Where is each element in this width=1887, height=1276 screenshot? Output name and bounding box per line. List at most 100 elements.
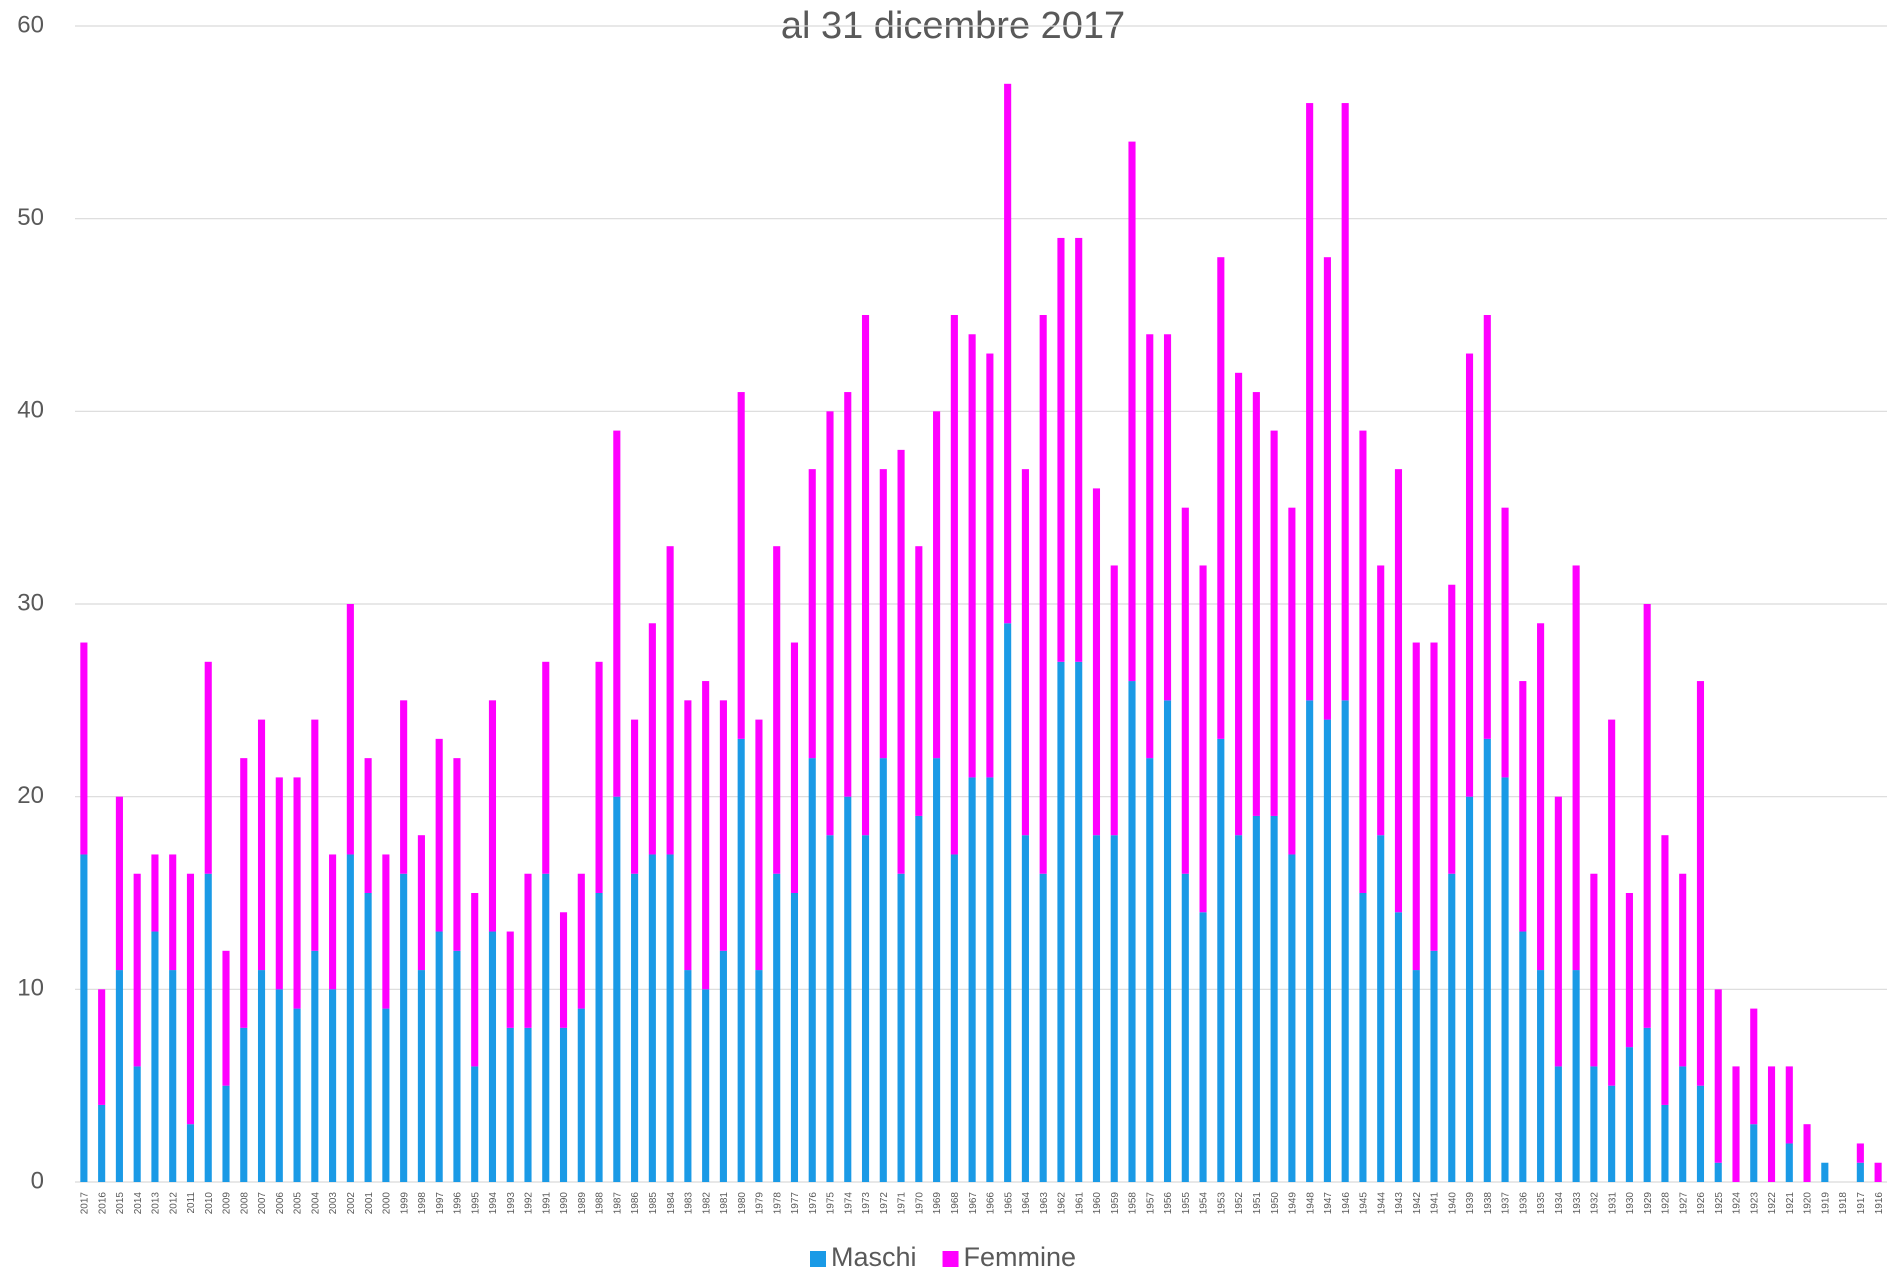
grid [75, 25, 1887, 1183]
bar-segment [542, 873, 550, 1182]
bar-segment [1661, 1104, 1669, 1182]
x-tick-label: 1933 [1572, 1192, 1583, 1215]
bar-segment [1608, 719, 1616, 1086]
bar-segment [1714, 1162, 1722, 1182]
x-tick-label: 1947 [1323, 1192, 1334, 1215]
bar-segment [1270, 815, 1278, 1182]
x-tick-label: 1982 [701, 1192, 712, 1215]
bar-segment [1377, 835, 1385, 1182]
x-tick-label: 1963 [1039, 1192, 1050, 1215]
bar-segment [915, 815, 923, 1182]
bar-segment [577, 1008, 585, 1182]
x-tick-label: 2003 [328, 1192, 339, 1215]
bar-segment [257, 719, 266, 971]
bar-segment [737, 392, 745, 739]
bar-segment [417, 970, 425, 1182]
bar-segment [506, 931, 514, 1028]
x-tick-label: 2002 [346, 1192, 357, 1215]
bar-segment [790, 642, 799, 893]
bar-segment [1217, 257, 1225, 739]
bar-segment [1554, 1066, 1562, 1182]
bar-segment [186, 873, 195, 1125]
bar-segment [613, 430, 621, 797]
bar-segment [1412, 642, 1420, 971]
x-tick-label: 1978 [772, 1192, 783, 1215]
bar-segment [1217, 738, 1225, 1182]
x-tick-label: 1968 [950, 1192, 961, 1215]
x-tick-label: 1952 [1234, 1192, 1245, 1215]
bar-segment [1021, 469, 1029, 836]
bar-segment [808, 469, 816, 759]
bar-segment [471, 893, 479, 1067]
x-tick-label: 2013 [151, 1192, 162, 1215]
bar-segment [98, 1104, 106, 1182]
x-tick-label: 1917 [1856, 1192, 1867, 1215]
bar-segment [933, 411, 941, 759]
x-tick-label: 1967 [968, 1192, 979, 1215]
bar-segment [506, 1027, 514, 1182]
bar-segment [80, 642, 88, 855]
y-tick-label: 50 [17, 204, 44, 231]
y-tick-label: 0 [31, 1167, 44, 1194]
x-tick-label: 1948 [1305, 1192, 1316, 1215]
bar-segment [329, 854, 337, 990]
bar-segment [1057, 661, 1065, 1182]
bar-segment [1341, 103, 1349, 701]
bar-segment [1785, 1066, 1793, 1144]
bar-segment [488, 931, 497, 1182]
x-tick-label: 1916 [1874, 1192, 1885, 1215]
x-tick-label: 2008 [239, 1192, 250, 1215]
x-tick-label: 2015 [115, 1192, 126, 1215]
bar-segment [1856, 1162, 1864, 1182]
bar-segment [222, 950, 230, 1086]
bar-segment [80, 854, 88, 1182]
bar-segment [151, 854, 159, 932]
x-tick-label: 1997 [435, 1192, 446, 1215]
bar-segment [1057, 237, 1065, 662]
x-tick-label: 1919 [1820, 1192, 1831, 1215]
bar-segment [1377, 565, 1385, 836]
bar-segment [844, 796, 852, 1182]
bar-segment [346, 604, 354, 855]
bar-segment [968, 334, 976, 778]
bar-segment [1625, 893, 1633, 1048]
bar-segment [1696, 681, 1705, 1086]
bar-segment [986, 353, 994, 778]
bar-segment [1483, 315, 1491, 739]
bar-segment [1004, 83, 1012, 624]
bar-segment [1430, 642, 1438, 951]
bar-segment [648, 623, 656, 855]
bar-segment [773, 873, 781, 1182]
bar-segment [773, 546, 781, 874]
x-tick-label: 1934 [1554, 1192, 1565, 1215]
bar-segment [453, 950, 461, 1182]
x-tick-label: 1991 [541, 1192, 552, 1215]
x-tick-label: 1974 [843, 1192, 854, 1215]
bar-segment [115, 796, 123, 971]
bar-segment [488, 700, 497, 932]
x-tick-label: 1931 [1607, 1192, 1618, 1215]
bar-segment [169, 970, 177, 1182]
bar-segment [471, 1066, 479, 1182]
x-tick-label: 1984 [666, 1192, 677, 1215]
x-tick-label: 1972 [879, 1192, 890, 1215]
bar-segment [684, 700, 692, 971]
x-tick-label: 1958 [1128, 1192, 1139, 1215]
bar-segment [1075, 661, 1083, 1182]
bar-segment [364, 893, 372, 1182]
bar-segment [1448, 584, 1456, 874]
bar-segment [1750, 1124, 1758, 1182]
x-tick-label: 1989 [577, 1192, 588, 1215]
bar-segment [666, 854, 674, 1182]
bar-segment [595, 661, 603, 893]
bar-segment [1412, 970, 1420, 1182]
bar-segment [222, 1085, 230, 1182]
bar-segment [1128, 141, 1136, 682]
bar-segment [577, 873, 585, 1009]
x-tick-label: 1928 [1661, 1192, 1672, 1215]
bar-segment [151, 931, 159, 1182]
bar-segment [1394, 912, 1403, 1182]
bar-segment [1643, 1027, 1651, 1182]
bar-segment [1394, 469, 1403, 913]
x-tick-label: 1981 [719, 1192, 730, 1215]
